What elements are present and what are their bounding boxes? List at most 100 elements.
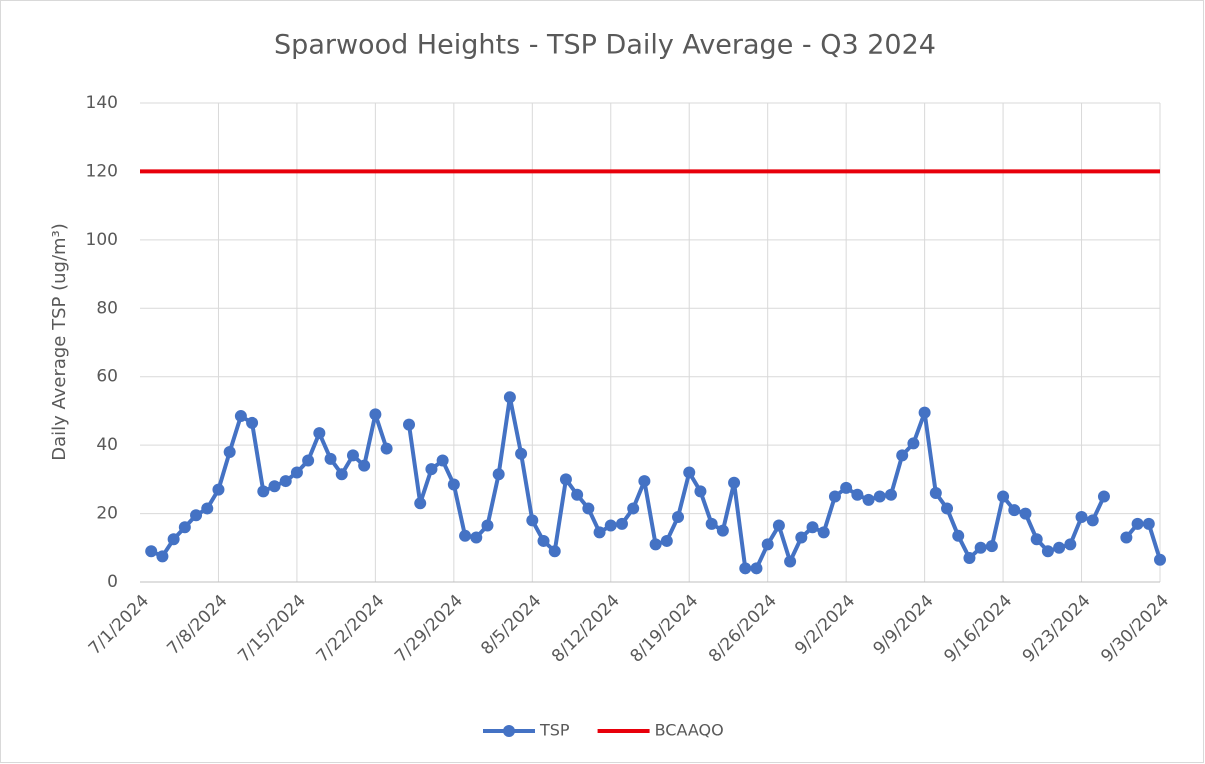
data-point: [649, 538, 662, 551]
data-point: [952, 529, 965, 542]
data-point: [974, 541, 987, 554]
data-point: [851, 488, 864, 501]
y-axis-label: Daily Average TSP (ug/m³): [49, 223, 70, 461]
data-point: [1154, 553, 1166, 566]
data-point: [604, 519, 617, 532]
data-point: [795, 531, 808, 544]
data-point: [997, 490, 1010, 503]
data-point: [963, 552, 976, 565]
data-point: [615, 517, 628, 530]
legend-marker: [503, 725, 515, 737]
data-point: [447, 478, 460, 491]
data-point: [929, 487, 942, 500]
data-point: [683, 466, 696, 479]
y-tick-label: 120: [86, 161, 118, 181]
data-point: [1041, 545, 1054, 558]
data-point: [1030, 533, 1043, 546]
data-point: [1142, 517, 1155, 530]
data-point: [1053, 541, 1066, 554]
y-tick-label: 40: [96, 435, 118, 455]
data-point: [290, 466, 303, 479]
data-point: [828, 490, 841, 503]
data-point: [896, 449, 909, 462]
data-point: [941, 502, 954, 515]
data-point: [492, 468, 505, 481]
data-point: [694, 485, 707, 498]
data-point: [660, 534, 673, 547]
data-point: [268, 480, 281, 493]
data-point: [716, 524, 729, 537]
data-point: [324, 452, 337, 465]
data-point: [1008, 504, 1021, 517]
data-point: [772, 519, 785, 532]
data-point: [548, 545, 561, 558]
data-point: [559, 473, 572, 486]
data-point: [672, 510, 685, 523]
legend-label: TSP: [539, 721, 570, 740]
data-point: [212, 483, 225, 496]
data-point: [1075, 510, 1088, 523]
data-point: [1064, 538, 1077, 551]
data-point: [840, 481, 853, 494]
data-point: [593, 526, 606, 539]
data-point: [884, 488, 897, 501]
data-point: [728, 476, 741, 489]
data-point: [223, 445, 236, 458]
y-tick-label: 20: [96, 504, 118, 524]
y-tick-label: 140: [86, 93, 118, 113]
data-point: [1086, 514, 1099, 527]
data-point: [873, 490, 886, 503]
data-point: [436, 454, 449, 467]
data-point: [739, 562, 752, 575]
data-point: [582, 502, 595, 515]
data-point: [627, 502, 640, 515]
data-point: [302, 454, 315, 467]
data-point: [459, 529, 472, 542]
data-point: [279, 475, 292, 488]
data-point: [481, 519, 494, 532]
data-point: [515, 447, 528, 460]
data-point: [201, 502, 214, 515]
data-point: [1120, 531, 1133, 544]
data-point: [470, 531, 483, 544]
data-point: [167, 533, 180, 546]
data-point: [190, 509, 203, 522]
data-point: [246, 416, 259, 429]
legend-label: BCAAQO: [655, 721, 724, 740]
data-point: [1019, 507, 1032, 520]
data-point: [257, 485, 270, 498]
data-point: [380, 442, 393, 455]
y-tick-label: 60: [96, 367, 118, 387]
data-point: [1097, 490, 1110, 503]
data-point: [178, 521, 191, 534]
data-point: [313, 427, 326, 440]
data-point: [346, 449, 359, 462]
data-point: [537, 534, 550, 547]
data-point: [784, 555, 797, 568]
data-point: [817, 526, 830, 539]
data-point: [638, 475, 651, 488]
data-point: [1131, 517, 1144, 530]
data-point: [806, 521, 819, 534]
data-point: [705, 517, 718, 530]
data-point: [503, 391, 516, 404]
chart-title: Sparwood Heights - TSP Daily Average - Q…: [274, 30, 936, 61]
data-point: [234, 410, 247, 423]
data-point: [526, 514, 539, 527]
data-point: [414, 497, 427, 510]
data-point: [358, 459, 371, 472]
data-point: [907, 437, 920, 450]
data-point: [145, 545, 158, 558]
data-point: [156, 550, 169, 563]
y-tick-label: 100: [86, 230, 118, 250]
y-tick-label: 80: [96, 298, 118, 318]
data-point: [425, 463, 438, 476]
data-point: [335, 468, 348, 481]
data-point: [571, 488, 584, 501]
data-point: [750, 562, 763, 575]
data-point: [985, 540, 998, 553]
data-point: [761, 538, 774, 551]
y-tick-label: 0: [107, 572, 118, 592]
data-point: [862, 493, 875, 506]
